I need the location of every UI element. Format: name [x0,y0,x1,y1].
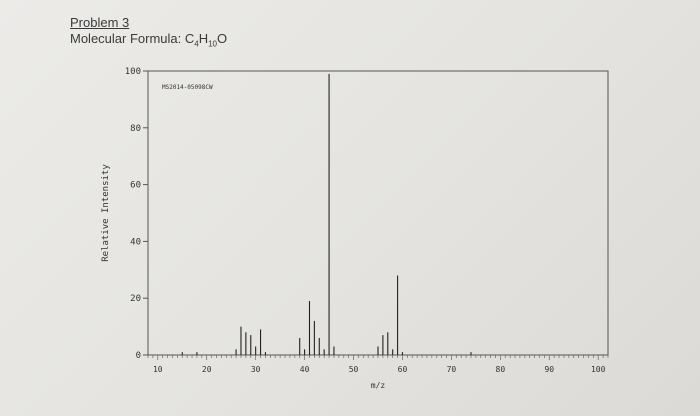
x-axis: 10 20 30 40 50 60 70 80 90 100 [147,355,609,374]
x-tick-label: 40 [300,365,310,374]
problem-header: Problem 3 Molecular Formula: C4H10O [70,15,227,53]
x-axis-label: m/z [371,381,386,390]
x-tick-label: 90 [544,365,554,374]
spectrum-id-annotation: MS2014-05098CW [162,84,213,91]
formula-part: O [217,31,228,46]
y-tick-label: 40 [130,237,141,247]
formula-part: 10 [208,39,218,49]
formula-part: H [198,31,209,46]
formula-part: C [184,31,195,46]
x-tick-label: 60 [398,365,408,374]
peaks-group [181,73,472,355]
y-tick-label: 60 [130,181,141,191]
y-tick-label: 0 [136,351,141,361]
molecular-formula: Molecular Formula: C4H10O [70,31,227,53]
y-tick-label: 100 [125,67,141,77]
x-tick-label: 70 [447,365,457,374]
x-tick-label: 80 [496,365,506,374]
formula-value: C4H10O [184,31,228,49]
formula-label: Molecular Formula: [70,31,185,46]
x-tick-label: 10 [153,365,163,374]
plot-frame [147,70,609,356]
x-tick-label: 50 [349,365,359,374]
y-tick-label: 20 [130,294,141,304]
y-tick-label: 80 [130,124,141,134]
x-tick-label: 20 [202,365,212,374]
x-tick-label: 100 [591,365,606,374]
formula-part: 4 [194,39,199,49]
y-axis: 0 20 40 60 80 100 [125,67,148,361]
problem-title: Problem 3 [70,15,130,30]
y-axis-label: Relative Intensity [101,164,111,262]
x-tick-label: 30 [251,365,261,374]
